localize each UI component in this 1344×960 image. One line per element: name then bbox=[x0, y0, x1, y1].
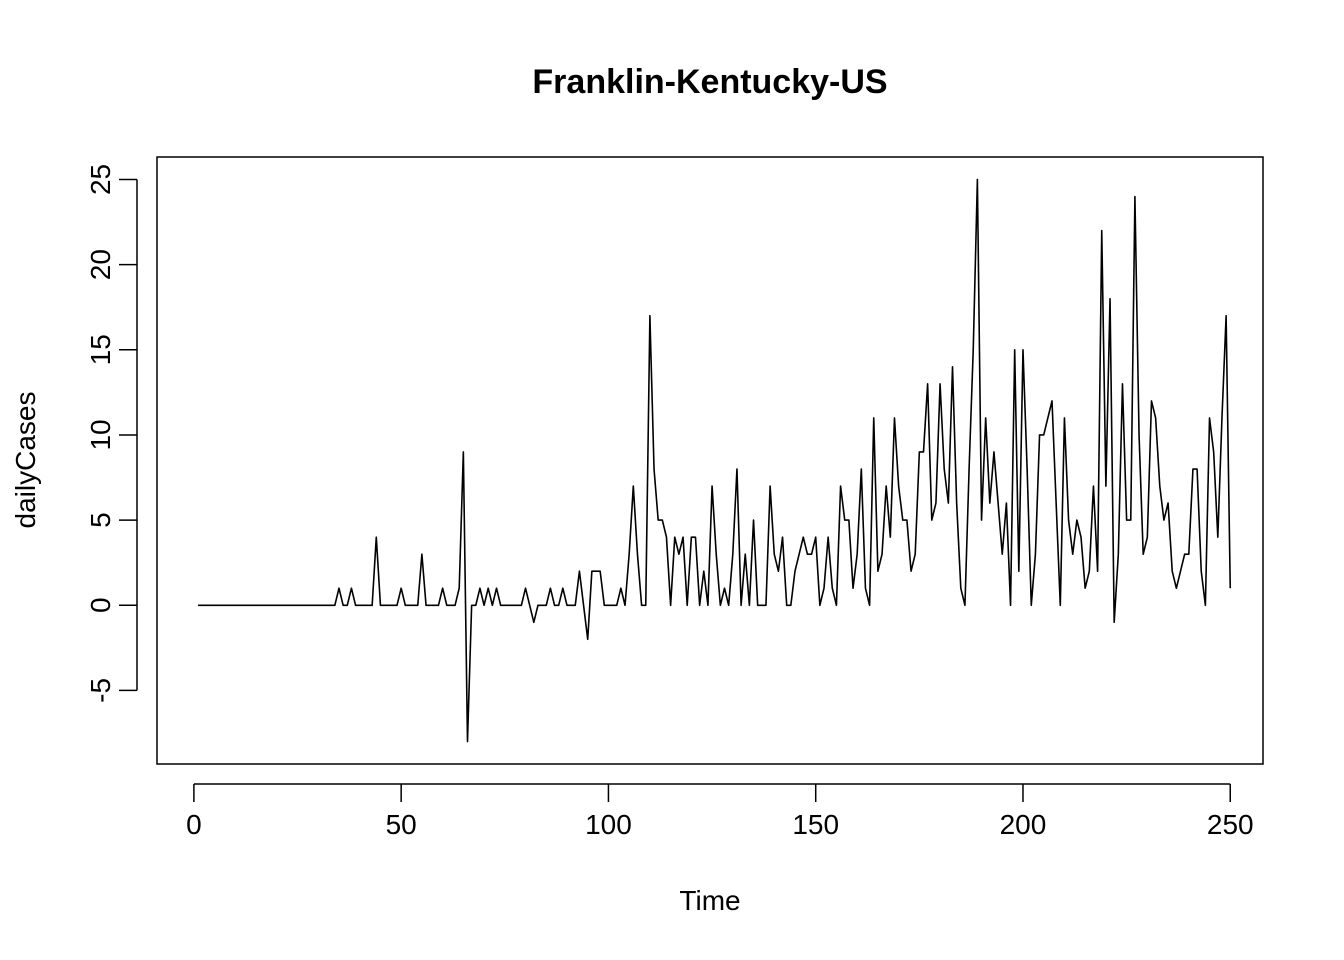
y-tick-label: -5 bbox=[85, 678, 116, 703]
y-tick-label: 10 bbox=[85, 419, 116, 450]
y-tick-label: 25 bbox=[85, 164, 116, 195]
plot-frame bbox=[156, 156, 1264, 765]
x-tick-label: 50 bbox=[386, 809, 417, 840]
y-axis-label: dailyCases bbox=[10, 392, 41, 529]
y-tick-label: 20 bbox=[85, 249, 116, 280]
daily-cases-line bbox=[198, 178, 1232, 743]
y-tick-label: 0 bbox=[85, 597, 116, 613]
x-axis-label: Time bbox=[679, 885, 740, 916]
x-tick-label: 100 bbox=[585, 809, 632, 840]
y-axis: -5 0 5 10 15 20 25 bbox=[85, 164, 138, 703]
x-axis: 0 50 100 150 200 250 bbox=[186, 783, 1254, 840]
y-tick-label: 5 bbox=[85, 512, 116, 528]
x-tick-label: 150 bbox=[792, 809, 839, 840]
y-tick-label: 15 bbox=[85, 334, 116, 365]
chart-title: Franklin-Kentucky-US bbox=[532, 63, 887, 101]
x-tick-label: 0 bbox=[186, 809, 202, 840]
x-tick-label: 250 bbox=[1207, 809, 1254, 840]
x-tick-label: 200 bbox=[1000, 809, 1047, 840]
